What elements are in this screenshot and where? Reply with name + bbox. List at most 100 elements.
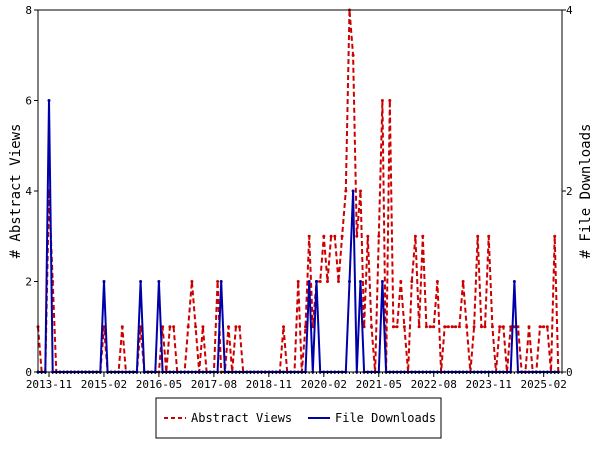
y-right-tick-label: 2 [566,185,573,198]
y-axis-left-title: # Abstract Views [8,124,24,259]
point-abstract-views [457,325,461,329]
point-abstract-views [395,325,399,329]
point-abstract-views [322,234,326,238]
point-abstract-views [380,99,384,102]
point-abstract-views [417,325,421,329]
point-abstract-views [337,280,340,283]
y-left-tick-label: 8 [25,4,32,17]
point-abstract-views [351,53,355,57]
point-abstract-views [402,325,406,329]
plot-background [38,10,562,372]
point-abstract-views [296,280,300,283]
point-abstract-views [428,325,432,329]
point-abstract-views [329,234,333,238]
point-abstract-views [234,325,238,329]
point-abstract-views [421,234,425,238]
point-abstract-views [362,325,366,329]
point-abstract-views [216,280,220,283]
point-abstract-views [516,325,520,329]
point-abstract-views [366,234,370,238]
point-abstract-views [413,234,417,238]
point-file-downloads [315,280,318,283]
x-tick-label: 2023-11 [466,378,512,391]
point-abstract-views [168,325,172,329]
point-abstract-views [120,325,124,329]
y-right-tick-label: 4 [566,4,573,17]
point-abstract-views [318,280,322,283]
point-abstract-views [388,99,392,102]
point-abstract-views [102,325,106,329]
point-file-downloads [102,280,106,283]
point-abstract-views [370,325,373,329]
x-tick-label: 2018-11 [246,378,292,391]
point-abstract-views [377,234,381,238]
point-abstract-views [553,234,557,238]
point-file-downloads [380,280,384,283]
x-tick-label: 2013-11 [26,378,72,391]
y-left-tick-label: 4 [25,185,32,198]
point-abstract-views [479,325,483,329]
point-abstract-views [498,325,502,329]
point-abstract-views [139,325,143,329]
ticks-layer: 0 2 4 6 8 0 2 4 2013-11 2015-02 2016-05 2017-08 2018… [25,4,573,391]
point-abstract-views [424,325,428,329]
x-tick-label: 2022-08 [411,378,457,391]
point-abstract-views [359,189,362,193]
y-left-tick-label: 6 [25,95,32,108]
point-abstract-views [333,234,337,238]
point-file-downloads [219,280,223,283]
point-file-downloads [47,99,51,102]
legend-box [155,397,442,439]
point-abstract-views [432,325,436,329]
point-abstract-views [238,325,241,329]
series-line-abstract-views [37,9,560,373]
point-abstract-views [344,189,348,193]
point-file-downloads [139,280,143,283]
point-abstract-views [465,325,469,329]
point-abstract-views [307,234,311,238]
point-abstract-views [391,325,395,329]
plot-frame-fill [38,10,562,372]
legend-label-abstract-views: Abstract Views [191,411,292,425]
y-left-tick-label: 0 [25,366,32,379]
point-abstract-views [311,325,315,329]
point-abstract-views [186,325,190,329]
point-abstract-views [490,325,494,329]
point-abstract-views [410,280,414,283]
point-abstract-views [399,280,403,283]
point-abstract-views [326,280,329,283]
point-file-downloads [348,280,351,283]
x-tick-label: 2025-02 [520,378,566,391]
legend-label-file-downloads: File Downloads [335,411,436,425]
point-abstract-views [538,325,542,329]
point-abstract-views [501,325,505,329]
point-abstract-views [172,325,176,329]
y-axis-right-title: # File Downloads [578,124,594,259]
point-abstract-views [527,325,531,329]
point-file-downloads [351,189,355,193]
point-abstract-views [194,325,198,329]
point-abstract-views [476,234,480,238]
point-abstract-views [454,325,458,329]
point-file-downloads [157,280,161,283]
legend: Abstract Views File Downloads [155,397,442,439]
point-abstract-views [509,325,513,329]
x-tick-label: 2021-05 [356,378,402,391]
point-file-downloads [307,280,311,283]
point-abstract-views [450,325,454,329]
point-abstract-views [190,280,194,283]
point-abstract-views [461,280,465,283]
point-abstract-views [227,325,230,329]
point-abstract-views [340,234,344,238]
point-abstract-views [542,325,546,329]
y-left-tick-label: 2 [25,276,32,289]
x-tick-label: 2017-08 [191,378,237,391]
point-file-downloads [359,280,362,283]
x-tick-label: 2020-02 [301,378,347,391]
point-file-downloads [512,280,516,283]
x-tick-label: 2016-05 [136,378,182,391]
point-abstract-views [483,325,487,329]
point-abstract-views [443,325,447,329]
point-abstract-views [304,325,307,329]
